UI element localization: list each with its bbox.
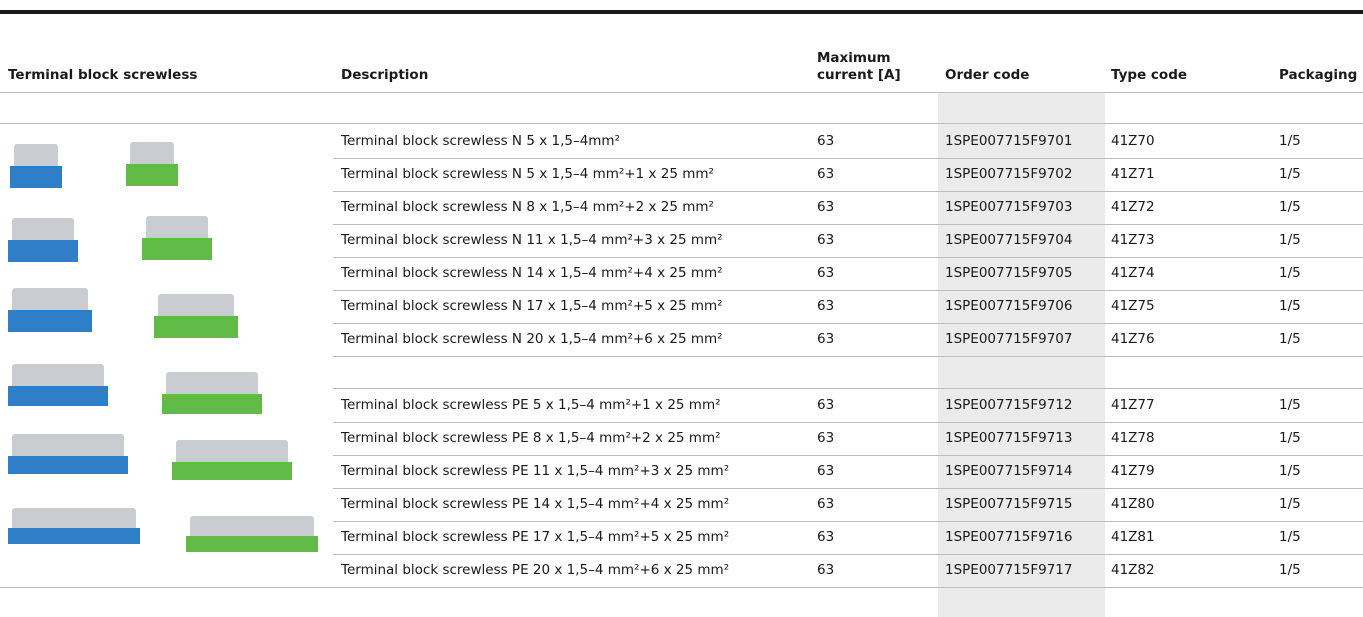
- block-pair: [8, 288, 238, 338]
- table-cell: 1/5: [1279, 430, 1301, 446]
- table-cell: 63: [817, 298, 835, 314]
- table-cell: 1/5: [1279, 397, 1301, 413]
- table-cell: Terminal block screwless N 20 x 1,5–4 mm…: [341, 331, 723, 347]
- table-cell: 1/5: [1279, 463, 1301, 479]
- table-cell: 1SPE007715F9712: [945, 397, 1073, 413]
- table-cell: 63: [817, 166, 835, 182]
- table-cell: Terminal block screwless PE 14 x 1,5–4 m…: [341, 496, 730, 512]
- top-rule: [0, 10, 1363, 14]
- table-cell: 41Z82: [1111, 562, 1155, 578]
- row-rule: [333, 455, 1363, 456]
- table-cell: 1/5: [1279, 133, 1301, 149]
- table-cell: 41Z81: [1111, 529, 1155, 545]
- table-cell: 41Z77: [1111, 397, 1155, 413]
- table-cell: 1SPE007715F9703: [945, 199, 1073, 215]
- table-cell: 1SPE007715F9705: [945, 265, 1073, 281]
- row-rule: [333, 224, 1363, 225]
- row-rule: [333, 488, 1363, 489]
- table-cell: 41Z73: [1111, 232, 1155, 248]
- order-code-band: [938, 93, 1105, 617]
- row-rule: [333, 158, 1363, 159]
- table-cell: Terminal block screwless PE 20 x 1,5–4 m…: [341, 562, 730, 578]
- row-rule: [333, 521, 1363, 522]
- block-pair: [8, 216, 212, 262]
- table-cell: 1/5: [1279, 265, 1301, 281]
- table-cell: 1SPE007715F9702: [945, 166, 1073, 182]
- table-cell: Terminal block screwless N 14 x 1,5–4 mm…: [341, 265, 723, 281]
- table-cell: 41Z74: [1111, 265, 1155, 281]
- row-rule: [333, 257, 1363, 258]
- table-cell: 63: [817, 265, 835, 281]
- column-header: Packaging: [1279, 67, 1358, 83]
- row-rule: [333, 290, 1363, 291]
- table-cell: 63: [817, 496, 835, 512]
- table-cell: 1/5: [1279, 331, 1301, 347]
- column-header: Description: [341, 67, 429, 83]
- table-cell: Terminal block screwless N 17 x 1,5–4 mm…: [341, 298, 723, 314]
- column-header: Order code: [945, 67, 1030, 83]
- block-pair: [8, 508, 318, 552]
- row-rule: [333, 323, 1363, 324]
- block-pair: [8, 434, 292, 480]
- table-cell: Terminal block screwless PE 17 x 1,5–4 m…: [341, 529, 730, 545]
- table-cell: 63: [817, 232, 835, 248]
- table-cell: 63: [817, 397, 835, 413]
- block-pair: [10, 142, 178, 188]
- table-cell: 41Z72: [1111, 199, 1155, 215]
- table-cell: Terminal block screwless N 11 x 1,5–4 mm…: [341, 232, 723, 248]
- table-cell: 1SPE007715F9707: [945, 331, 1073, 347]
- table-cell: Terminal block screwless PE 11 x 1,5–4 m…: [341, 463, 730, 479]
- row-rule: [333, 191, 1363, 192]
- table-cell: Terminal block screwless N 5 x 1,5–4mm²: [341, 133, 620, 149]
- table-cell: 41Z71: [1111, 166, 1155, 182]
- table-cell: 63: [817, 562, 835, 578]
- table-cell: 63: [817, 529, 835, 545]
- product-images: [8, 142, 318, 552]
- table-cell: 1/5: [1279, 232, 1301, 248]
- table-cell: Terminal block screwless N 5 x 1,5–4 mm²…: [341, 166, 714, 182]
- table-cell: 1SPE007715F9716: [945, 529, 1073, 545]
- table-cell: 41Z70: [1111, 133, 1155, 149]
- table-cell: 41Z76: [1111, 331, 1155, 347]
- table-cell: 63: [817, 133, 835, 149]
- row-rule: [333, 554, 1363, 555]
- table-cell: 1/5: [1279, 562, 1301, 578]
- table-cell: 41Z78: [1111, 430, 1155, 446]
- table-cell: 1/5: [1279, 496, 1301, 512]
- table-cell: 1SPE007715F9713: [945, 430, 1073, 446]
- table-cell: 1/5: [1279, 166, 1301, 182]
- table-cell: 63: [817, 199, 835, 215]
- table-cell: 1SPE007715F9717: [945, 562, 1073, 578]
- table-cell: 63: [817, 430, 835, 446]
- table-cell: 1/5: [1279, 529, 1301, 545]
- column-header: Terminal block screwless: [8, 67, 198, 83]
- row-rule: [0, 587, 1363, 588]
- table-cell: 1SPE007715F9706: [945, 298, 1073, 314]
- header-rule: [0, 92, 1363, 93]
- header-rule: [0, 123, 1363, 124]
- column-header: Maximum current [A]: [817, 50, 901, 83]
- table-cell: 1SPE007715F9701: [945, 133, 1073, 149]
- table-cell: 1SPE007715F9704: [945, 232, 1073, 248]
- table-cell: 63: [817, 463, 835, 479]
- table-cell: 63: [817, 331, 835, 347]
- table-cell: 1/5: [1279, 298, 1301, 314]
- block-pair: [8, 364, 262, 414]
- table-cell: 1/5: [1279, 199, 1301, 215]
- row-rule: [333, 388, 1363, 389]
- row-rule: [333, 356, 1363, 357]
- table-cell: Terminal block screwless PE 8 x 1,5–4 mm…: [341, 430, 721, 446]
- table-cell: 41Z79: [1111, 463, 1155, 479]
- table-cell: 1SPE007715F9715: [945, 496, 1073, 512]
- table-cell: 1SPE007715F9714: [945, 463, 1073, 479]
- table-cell: Terminal block screwless N 8 x 1,5–4 mm²…: [341, 199, 714, 215]
- table-cell: 41Z75: [1111, 298, 1155, 314]
- table-cell: Terminal block screwless PE 5 x 1,5–4 mm…: [341, 397, 721, 413]
- column-header: Type code: [1111, 67, 1188, 83]
- table-cell: 41Z80: [1111, 496, 1155, 512]
- row-rule: [333, 422, 1363, 423]
